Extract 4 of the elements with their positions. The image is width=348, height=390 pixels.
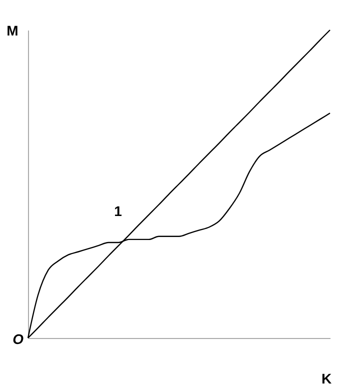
annotation: 1 [114,203,122,219]
y-axis-title: M [6,22,18,38]
x-axis-title: K [321,370,332,386]
text: O [12,331,24,347]
